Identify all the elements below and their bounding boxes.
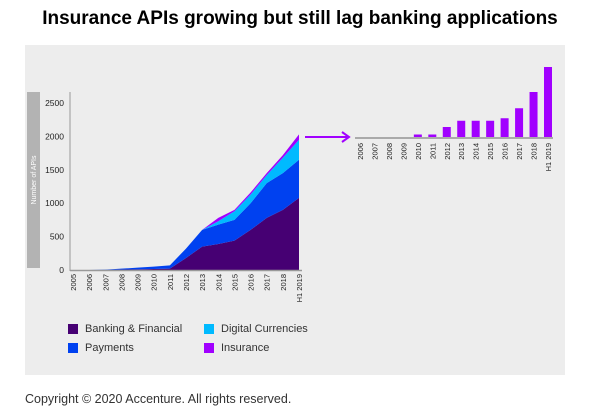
y-tick-label: 0 — [59, 265, 64, 275]
legend-item-banking: Banking & Financial — [68, 323, 182, 335]
bar-2014 — [471, 120, 480, 137]
bar-x-tick-label: 2018 — [530, 143, 539, 160]
legend-item-digital: Digital Currencies — [204, 323, 308, 335]
x-tick-label: 2005 — [69, 274, 78, 291]
x-tick-label: 2008 — [117, 274, 126, 291]
bar-h1-2019 — [544, 67, 552, 137]
bar-2017 — [515, 108, 524, 137]
legend-swatch — [68, 324, 78, 334]
x-tick-label: 2013 — [198, 274, 207, 291]
bar-x-tick-label: 2010 — [414, 143, 423, 160]
bar-x-tick-label: 2015 — [486, 143, 495, 160]
x-tick-label: H1 2019 — [295, 274, 304, 302]
x-tick-label: 2017 — [263, 274, 272, 291]
legend-label: Payments — [85, 342, 134, 354]
bar-x-tick-label: 2006 — [356, 143, 365, 160]
x-tick-label: 2006 — [85, 274, 94, 291]
bar-2012 — [442, 127, 451, 137]
legend-label: Banking & Financial — [85, 323, 183, 335]
x-tick-label: 2014 — [214, 274, 223, 291]
y-tick-label: 1000 — [45, 198, 64, 208]
x-tick-label: 2016 — [247, 274, 256, 291]
y-tick-label: 2000 — [45, 131, 64, 141]
y-axis-label: Number of APIs — [31, 155, 38, 205]
bar-x-tick-label: 2012 — [443, 143, 452, 160]
legend-item-payments: Payments — [68, 342, 134, 354]
bar-x-tick-label: 2013 — [457, 143, 466, 160]
bar-x-tick-label: 2008 — [385, 143, 394, 160]
y-tick-label: 2500 — [45, 98, 64, 108]
x-tick-label: 2015 — [230, 274, 239, 291]
bar-x-tick-label: 2009 — [399, 143, 408, 160]
legend-swatch — [204, 324, 214, 334]
y-tick-label: 1500 — [45, 165, 64, 175]
bar-2010 — [413, 134, 422, 137]
bar-2016 — [500, 118, 509, 137]
x-tick-label: 2011 — [166, 274, 175, 290]
x-tick-label: 2010 — [150, 274, 159, 291]
copyright: Copyright © 2020 Accenture. All rights r… — [25, 392, 292, 406]
bar-x-tick-label: H1 2019 — [544, 143, 553, 171]
area-banking-financial — [73, 197, 299, 270]
legend-label: Digital Currencies — [221, 323, 308, 335]
legend-label: Insurance — [221, 342, 270, 354]
bar-x-tick-label: 2016 — [501, 143, 510, 160]
legend-item-insurance: Insurance — [204, 342, 269, 354]
bar-2013 — [457, 120, 466, 137]
x-tick-label: 2007 — [101, 274, 110, 291]
bar-2018 — [529, 92, 538, 137]
bar-2015 — [486, 120, 495, 137]
legend-swatch — [204, 343, 214, 353]
x-tick-label: 2009 — [134, 274, 143, 291]
y-tick-label: 500 — [50, 232, 64, 242]
bar-x-tick-label: 2014 — [472, 143, 481, 160]
bar-x-tick-label: 2011 — [428, 143, 437, 159]
bar-x-tick-label: 2017 — [515, 143, 524, 160]
chart-title: Insurance APIs growing but still lag ban… — [42, 8, 558, 29]
x-tick-label: 2018 — [279, 274, 288, 291]
x-tick-label: 2012 — [182, 274, 191, 291]
bar-x-tick-label: 2007 — [370, 143, 379, 160]
y-axis-label-bar — [27, 92, 40, 268]
area-payments — [73, 159, 299, 270]
bar-2011 — [428, 134, 437, 137]
arrow-head-icon — [341, 131, 351, 143]
legend-swatch — [68, 343, 78, 353]
